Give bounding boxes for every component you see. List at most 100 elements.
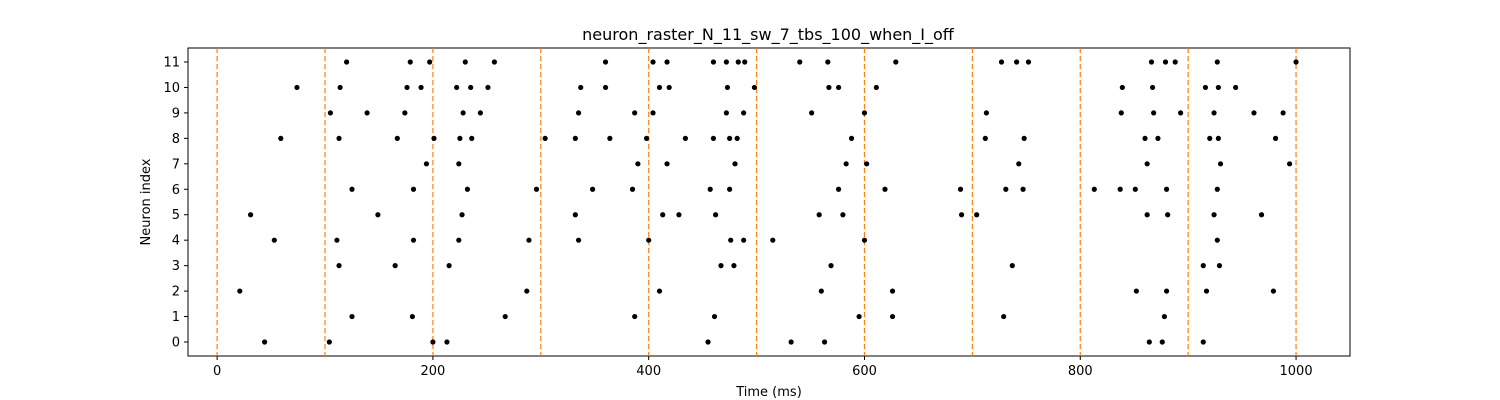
spike-point-n10-13 [826, 84, 832, 91]
x-tick-label-800: 800 [1068, 364, 1093, 379]
spike-point-n10-0 [294, 84, 300, 91]
spike-point-n9-8 [723, 110, 729, 116]
spike-point-n8-16 [1021, 135, 1027, 141]
spike-point-n8-20 [1215, 135, 1221, 141]
spike-point-n6-13 [1091, 186, 1097, 192]
spike-point-n1-3 [632, 313, 638, 320]
y-tick-label-6: 6 [172, 183, 180, 198]
spike-point-n3-5 [828, 263, 834, 269]
spike-point-n11-8 [710, 59, 717, 65]
spike-point-n10-6 [485, 84, 491, 91]
spike-point-n11-2 [427, 59, 433, 65]
x-tick-label-600: 600 [852, 364, 877, 379]
y-tick-label-11: 11 [163, 56, 180, 71]
spike-point-n6-0 [349, 186, 355, 192]
spike-point-n9-11 [861, 110, 868, 116]
chart-title: neuron_raster_N_11_sw_7_tbs_100_when_I_o… [582, 25, 955, 45]
spike-point-n5-6 [712, 212, 719, 218]
spike-point-n8-8 [607, 135, 613, 141]
spike-point-n2-0 [237, 288, 243, 294]
spike-point-n6-14 [1117, 186, 1123, 192]
spike-point-n4-6 [646, 237, 652, 243]
y-tick-label-3: 3 [172, 259, 180, 274]
spike-point-n4-1 [334, 237, 340, 243]
spike-point-n6-11 [1003, 186, 1009, 192]
spike-point-n11-7 [664, 59, 670, 65]
spike-point-n6-6 [707, 186, 713, 192]
spike-point-n10-19 [1215, 84, 1221, 91]
y-axis-label: Neuron index [139, 158, 154, 245]
spike-point-n5-2 [459, 212, 465, 218]
spike-point-n2-6 [1163, 288, 1170, 294]
spike-point-n4-4 [526, 237, 532, 243]
spike-point-n11-1 [407, 59, 413, 65]
spike-point-n10-1 [337, 84, 343, 91]
spike-point-n9-17 [1251, 110, 1257, 116]
x-tick-label-400: 400 [636, 364, 661, 379]
spike-point-n0-7 [1146, 339, 1152, 345]
spike-point-n8-18 [1155, 135, 1161, 141]
spike-point-n7-6 [864, 161, 870, 167]
spike-point-n11-10 [735, 59, 741, 65]
spike-point-n10-5 [468, 84, 474, 91]
spike-point-n7-7 [1016, 161, 1022, 167]
y-tick-label-8: 8 [172, 132, 180, 147]
spike-point-n5-7 [816, 212, 822, 218]
spike-point-n2-8 [1270, 288, 1276, 294]
spike-point-n8-17 [1142, 135, 1148, 141]
spike-point-n1-5 [856, 313, 862, 320]
spike-point-n5-13 [1211, 212, 1217, 218]
spike-point-n4-9 [770, 237, 776, 243]
spike-point-n10-18 [1202, 84, 1209, 91]
spike-point-n11-20 [1172, 59, 1178, 65]
spike-point-n11-11 [742, 59, 748, 65]
spike-point-n11-13 [825, 59, 831, 65]
spike-point-n1-8 [1001, 313, 1007, 320]
spike-point-n9-6 [632, 110, 638, 116]
spike-point-n10-20 [1233, 84, 1239, 91]
spike-point-n7-3 [664, 161, 670, 167]
spike-point-n8-12 [727, 135, 733, 141]
spike-point-n9-12 [983, 110, 990, 116]
spike-point-n9-10 [809, 110, 815, 116]
spike-point-n3-6 [1009, 263, 1015, 269]
x-axis-label: Time (ms) [735, 385, 802, 400]
x-tick-label-1000: 1000 [1280, 364, 1313, 379]
spike-point-n5-0 [247, 212, 254, 218]
spike-point-n11-6 [650, 59, 656, 65]
spike-point-n8-11 [710, 135, 717, 141]
spike-point-n7-9 [1217, 161, 1224, 167]
spike-point-n9-1 [364, 110, 370, 116]
spike-point-n0-5 [788, 339, 794, 345]
spike-point-n4-5 [575, 237, 582, 243]
spike-point-n9-13 [1118, 110, 1124, 116]
spike-point-n5-8 [840, 212, 846, 218]
spike-point-n6-10 [957, 186, 964, 192]
spike-point-n4-3 [456, 237, 462, 243]
spike-point-n3-2 [446, 263, 452, 269]
spike-point-n4-8 [741, 237, 747, 243]
x-tick-label-200: 200 [421, 364, 446, 379]
spike-point-n10-8 [602, 84, 609, 91]
spike-point-n2-4 [889, 288, 896, 294]
y-tick-label-1: 1 [172, 310, 180, 325]
spike-point-n9-18 [1280, 110, 1286, 116]
spike-point-n0-4 [705, 339, 711, 345]
spike-point-n9-9 [741, 110, 747, 116]
spike-point-n10-2 [404, 84, 410, 91]
spike-point-n1-4 [711, 313, 718, 320]
spike-point-n8-7 [572, 135, 578, 141]
spike-point-n10-9 [656, 84, 663, 91]
spike-point-n4-2 [410, 237, 417, 243]
y-tick-label-7: 7 [172, 157, 180, 172]
spike-point-n4-7 [728, 237, 734, 243]
spike-point-n9-16 [1211, 110, 1217, 116]
spike-point-n11-16 [1014, 59, 1020, 65]
spike-point-n9-5 [575, 110, 582, 116]
spike-point-n8-14 [848, 135, 855, 141]
spike-point-n7-0 [423, 161, 430, 167]
spike-point-n10-10 [666, 84, 672, 91]
spike-point-n11-4 [491, 59, 498, 65]
spike-points [237, 59, 1299, 345]
